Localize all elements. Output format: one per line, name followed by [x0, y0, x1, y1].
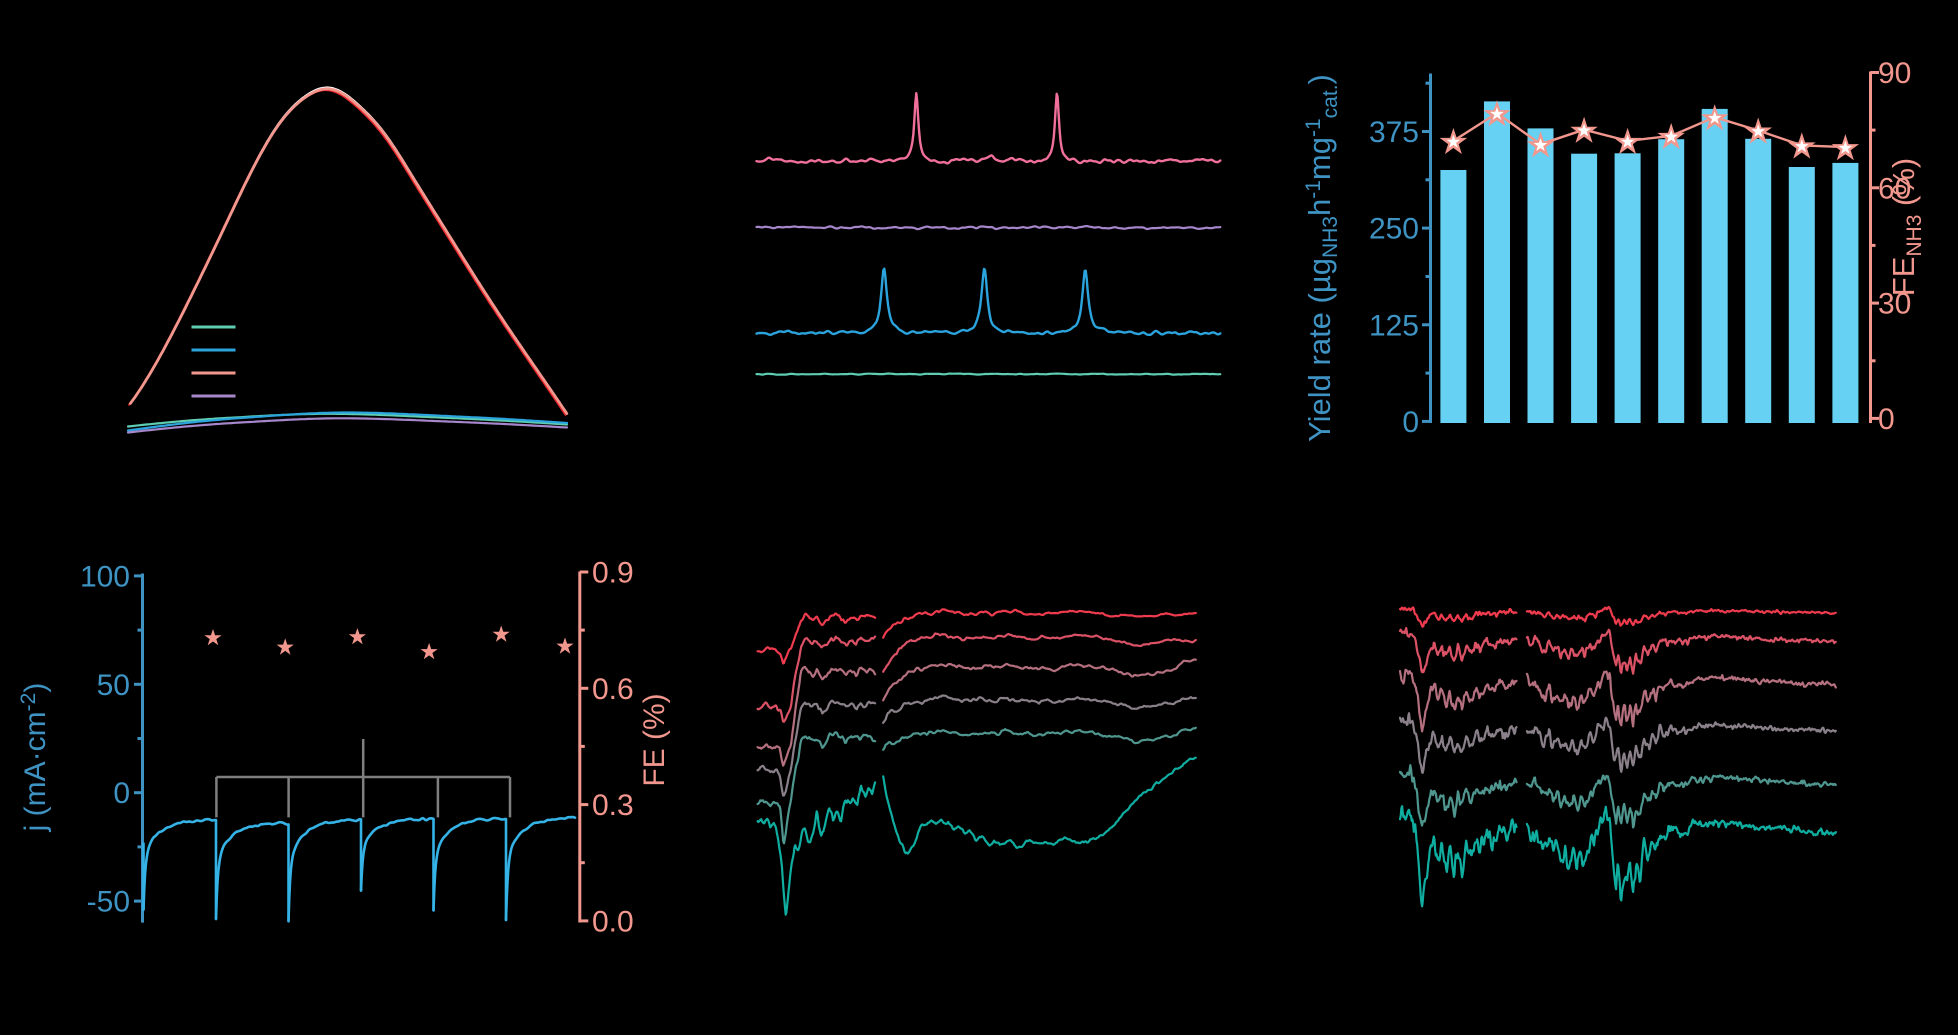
- svg-text:0: 0: [1878, 403, 1895, 436]
- svg-text:FE (%): FE (%): [638, 693, 671, 786]
- svg-text:60: 60: [1878, 172, 1911, 205]
- svg-text:0.3: 0.3: [592, 789, 634, 822]
- svg-text:50: 50: [97, 669, 130, 702]
- svg-text:0.6: 0.6: [592, 673, 634, 706]
- svg-text:125: 125: [1369, 309, 1419, 342]
- svg-text:30: 30: [1878, 288, 1911, 321]
- svg-text:375: 375: [1369, 116, 1419, 149]
- svg-text:0: 0: [1402, 406, 1419, 439]
- svg-text:-50: -50: [87, 886, 130, 919]
- svg-text:0.0: 0.0: [592, 905, 634, 938]
- svg-text:0: 0: [113, 777, 130, 810]
- svg-text:250: 250: [1369, 213, 1419, 246]
- svg-text:90: 90: [1878, 57, 1911, 90]
- svg-text:100: 100: [80, 560, 130, 593]
- svg-text:0.9: 0.9: [592, 556, 634, 589]
